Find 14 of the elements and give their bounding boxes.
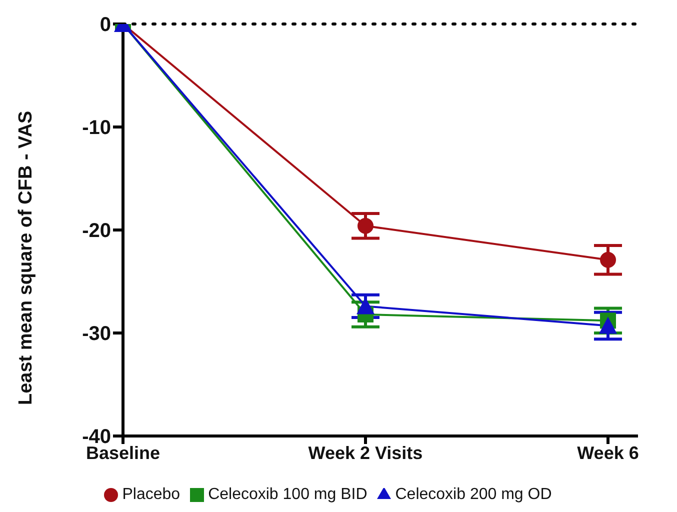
point (599, 316, 617, 334)
legend-label: Celecoxib 200 mg OD (395, 486, 552, 503)
point (600, 252, 616, 268)
y-tick-label: -30 (82, 323, 111, 346)
x-tick-label: Baseline (86, 442, 160, 463)
point (358, 218, 374, 234)
y-tick-label: -10 (82, 117, 111, 140)
legend-label: Celecoxib 100 mg BID (208, 486, 368, 503)
legend-label: Placebo (122, 486, 180, 503)
x-tick-label: Week 6 (577, 442, 639, 463)
y-tick-label: 0 (100, 14, 111, 36)
x-tick-label: Week 2 Visits (308, 442, 423, 463)
y-tick-label: -20 (82, 220, 111, 242)
y-axis-title: Least mean square of CFB - VAS (16, 110, 37, 405)
